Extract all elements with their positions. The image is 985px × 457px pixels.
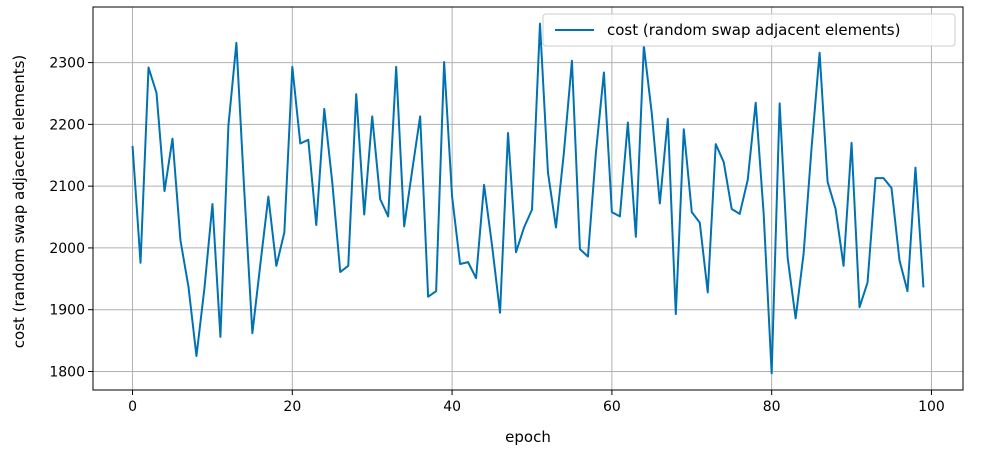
x-tick-label: 40 [443,399,461,415]
series-line [131,22,925,375]
y-tick-label: 2100 [49,179,85,195]
legend-label: cost (random swap adjacent elements) [607,21,900,39]
x-tick-label: 100 [918,399,945,415]
legend-box [542,13,956,47]
x-tick-label: 60 [603,399,621,415]
x-tick-label: 0 [128,399,137,415]
y-tick-label: 2000 [49,241,85,257]
y-axis-ticks: 1800 1900 2000 2100 2200 2300 [49,56,93,380]
series-layer [131,22,925,375]
x-tick-label: 20 [283,399,301,415]
y-tick-label: 2300 [49,56,85,72]
y-tick-label: 1900 [49,303,85,319]
y-tick-label: 1800 [49,364,85,380]
plot-frame [92,6,964,391]
legend: cost (random swap adjacent elements) [542,13,956,47]
y-tick-label: 2200 [49,117,85,133]
x-tick-label: 80 [763,399,781,415]
x-axis-ticks: 0 20 40 60 80 100 [128,390,945,415]
x-axis-label: epoch [505,428,551,446]
y-axis-label: cost (random swap adjacent elements) [10,55,28,348]
